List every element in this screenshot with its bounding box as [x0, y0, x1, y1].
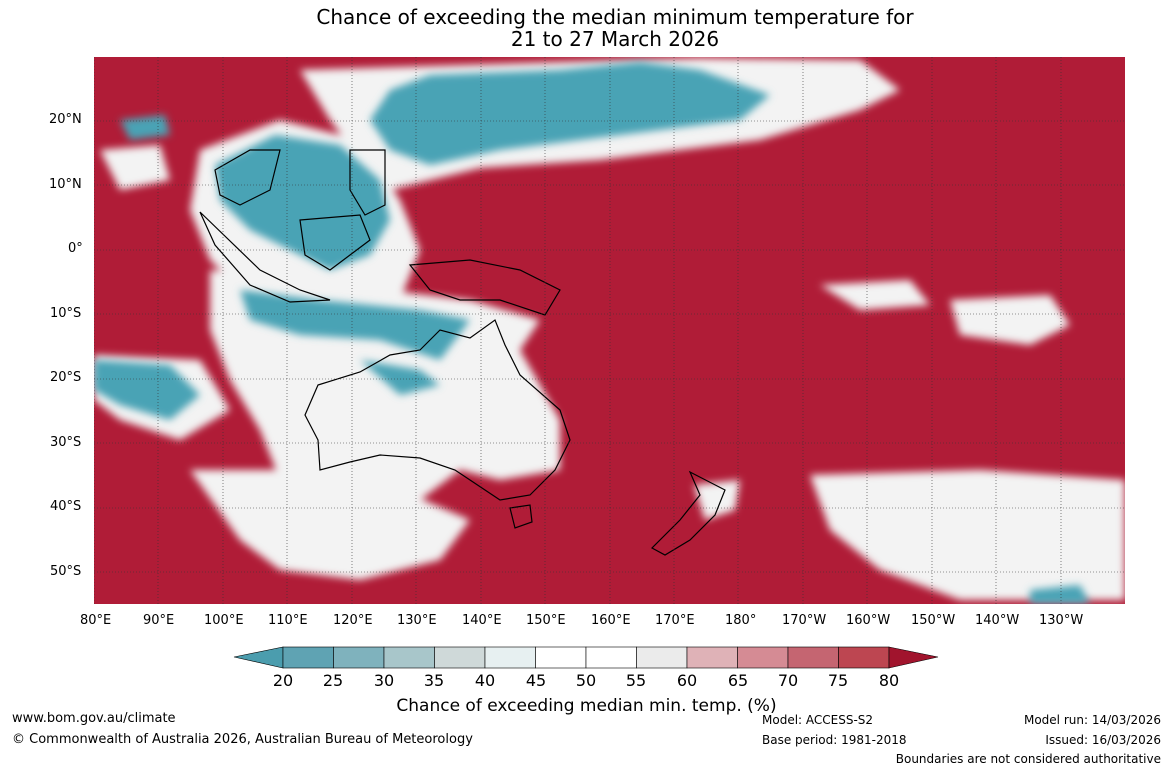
- colorbar-label: 25: [322, 671, 344, 690]
- lat-label: 20°N: [49, 112, 82, 127]
- copyright-text: © Commonwealth of Australia 2026, Austra…: [12, 732, 473, 747]
- lon-label: 80°E: [80, 613, 112, 628]
- lon-label: 130°E: [397, 613, 437, 628]
- map-title-line1: Chance of exceeding the median minimum t…: [316, 5, 914, 29]
- colorbar-swatch: [434, 646, 486, 669]
- lon-label: 150°W: [911, 613, 956, 628]
- colorbar-arrow-high: [888, 646, 939, 669]
- lon-label: 180°: [725, 613, 757, 628]
- issued-text: Issued: 16/03/2026: [1045, 733, 1161, 747]
- colorbar-label: 35: [423, 671, 445, 690]
- below-median-regions: [94, 62, 1090, 604]
- lat-label: 0°: [68, 241, 83, 256]
- colorbar-arrow-low: [233, 646, 284, 669]
- colorbar-swatch: [686, 646, 738, 669]
- colorbar-swatch: [535, 646, 587, 669]
- lat-label: 10°N: [49, 177, 82, 192]
- colorbar-swatch: [333, 646, 385, 669]
- lon-label: 160°W: [846, 613, 891, 628]
- colorbar-title: Chance of exceeding median min. temp. (%…: [396, 696, 777, 716]
- colorbar-label: 75: [827, 671, 849, 690]
- map-field: [94, 57, 1125, 604]
- boundaries-text: Boundaries are not considered authoritat…: [895, 752, 1161, 766]
- lon-label: 170°E: [655, 613, 695, 628]
- website-text: www.bom.gov.au/climate: [12, 711, 176, 726]
- lat-label: 20°S: [50, 370, 82, 385]
- colorbar-label: 80: [878, 671, 900, 690]
- colorbar-label: 65: [727, 671, 749, 690]
- colorbar-swatch: [636, 646, 688, 669]
- lon-label: 90°E: [143, 613, 175, 628]
- lon-label: 170°W: [782, 613, 827, 628]
- lon-label: 140°E: [462, 613, 502, 628]
- model-run-text: Model run: 14/03/2026: [1023, 713, 1161, 727]
- lon-label: 130°W: [1039, 613, 1084, 628]
- colorbar-swatch: [787, 646, 839, 669]
- colorbar-label: 60: [676, 671, 698, 690]
- colorbar: [233, 646, 939, 669]
- lon-label: 100°E: [204, 613, 244, 628]
- lat-label: 40°S: [50, 499, 82, 514]
- colorbar-swatch: [585, 646, 637, 669]
- lat-label: 30°S: [50, 435, 82, 450]
- colorbar-label: 20: [272, 671, 294, 690]
- lon-label: 140°W: [975, 613, 1020, 628]
- lon-label: 160°E: [591, 613, 631, 628]
- colorbar-label: 45: [525, 671, 547, 690]
- colorbar-swatch: [383, 646, 435, 669]
- colorbar-swatch: [484, 646, 536, 669]
- colorbar-label: 70: [777, 671, 799, 690]
- colorbar-label: 30: [373, 671, 395, 690]
- base-period-text: Base period: 1981-2018: [762, 733, 907, 747]
- model-text: Model: ACCESS-S2: [762, 713, 874, 727]
- colorbar-label: 40: [474, 671, 496, 690]
- colorbar-label: 50: [575, 671, 597, 690]
- colorbar-swatch: [737, 646, 789, 669]
- lat-label: 50°S: [50, 564, 82, 579]
- colorbar-swatch: [838, 646, 890, 669]
- colorbar-swatch: [282, 646, 334, 669]
- map-title-line2: 21 to 27 March 2026: [510, 27, 720, 51]
- lon-label: 110°E: [268, 613, 308, 628]
- graticule: [94, 57, 1125, 604]
- colorbar-label: 55: [625, 671, 647, 690]
- lon-label: 120°E: [333, 613, 373, 628]
- lat-label: 10°S: [50, 306, 82, 321]
- lon-label: 150°E: [526, 613, 566, 628]
